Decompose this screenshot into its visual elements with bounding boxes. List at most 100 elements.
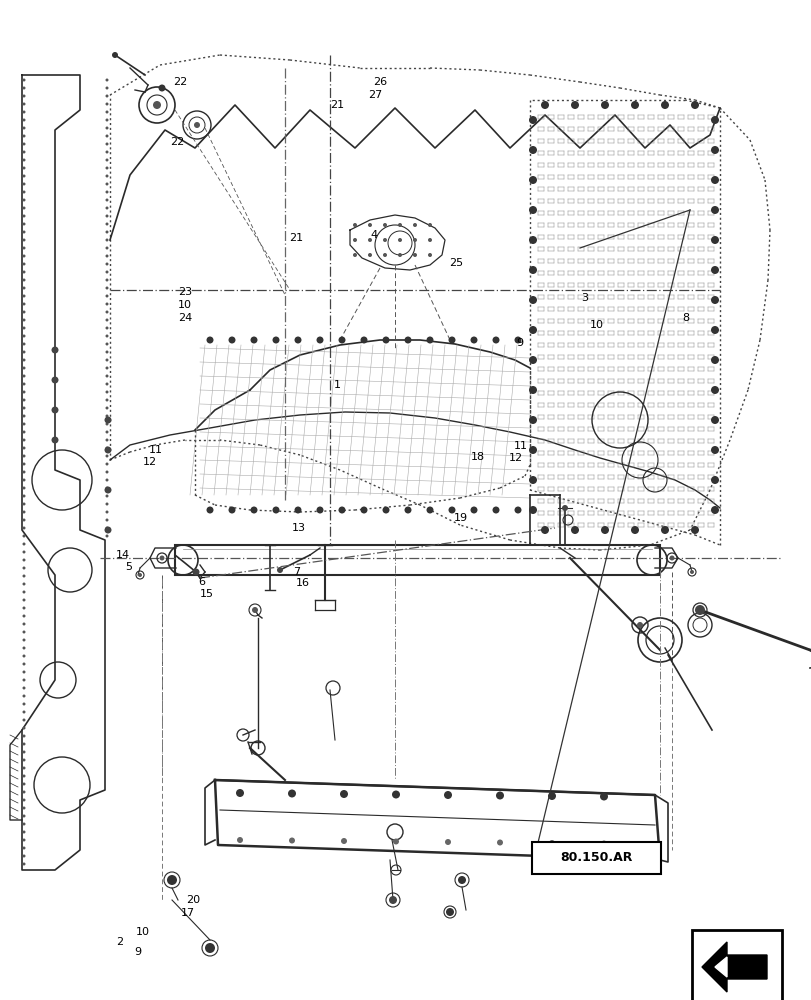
Circle shape bbox=[105, 310, 109, 314]
Circle shape bbox=[23, 702, 25, 706]
Circle shape bbox=[492, 336, 499, 344]
Circle shape bbox=[404, 336, 411, 344]
Circle shape bbox=[23, 542, 25, 546]
Text: 2: 2 bbox=[117, 937, 123, 947]
Circle shape bbox=[105, 438, 109, 442]
Circle shape bbox=[23, 215, 25, 218]
Circle shape bbox=[105, 119, 109, 122]
Text: 80.150.AR: 80.150.AR bbox=[560, 851, 633, 864]
Circle shape bbox=[272, 336, 279, 344]
Circle shape bbox=[23, 646, 25, 650]
Circle shape bbox=[710, 176, 718, 184]
Circle shape bbox=[23, 326, 25, 330]
Circle shape bbox=[660, 526, 668, 534]
Circle shape bbox=[23, 606, 25, 609]
Text: 9: 9 bbox=[516, 338, 522, 348]
Circle shape bbox=[23, 662, 25, 666]
Circle shape bbox=[528, 176, 536, 184]
Circle shape bbox=[23, 254, 25, 257]
Circle shape bbox=[23, 550, 25, 554]
Circle shape bbox=[636, 622, 642, 628]
Circle shape bbox=[23, 175, 25, 178]
Text: 13: 13 bbox=[291, 523, 306, 533]
Circle shape bbox=[630, 526, 638, 534]
Circle shape bbox=[105, 479, 109, 482]
Circle shape bbox=[167, 875, 177, 885]
Circle shape bbox=[367, 238, 371, 242]
Circle shape bbox=[382, 336, 389, 344]
Circle shape bbox=[23, 366, 25, 369]
Circle shape bbox=[105, 95, 109, 98]
Circle shape bbox=[105, 159, 109, 162]
FancyBboxPatch shape bbox=[532, 842, 660, 874]
Circle shape bbox=[23, 438, 25, 442]
Circle shape bbox=[23, 79, 25, 82]
Circle shape bbox=[514, 506, 521, 514]
Circle shape bbox=[492, 506, 499, 514]
Circle shape bbox=[23, 231, 25, 234]
Text: 10: 10 bbox=[178, 300, 192, 310]
Circle shape bbox=[23, 95, 25, 98]
Text: 11: 11 bbox=[148, 445, 163, 455]
Circle shape bbox=[23, 278, 25, 282]
Text: 7: 7 bbox=[293, 567, 299, 577]
Circle shape bbox=[250, 506, 257, 514]
Circle shape bbox=[570, 526, 578, 534]
Circle shape bbox=[105, 215, 109, 218]
Circle shape bbox=[105, 366, 109, 369]
Circle shape bbox=[251, 607, 258, 613]
Circle shape bbox=[470, 336, 477, 344]
Circle shape bbox=[23, 294, 25, 298]
Circle shape bbox=[51, 376, 58, 383]
Text: 5: 5 bbox=[125, 562, 131, 572]
Circle shape bbox=[528, 476, 536, 484]
Circle shape bbox=[105, 199, 109, 202]
Circle shape bbox=[105, 382, 109, 385]
Circle shape bbox=[710, 446, 718, 454]
Circle shape bbox=[23, 494, 25, 497]
Circle shape bbox=[105, 487, 111, 493]
Circle shape bbox=[105, 254, 109, 257]
Circle shape bbox=[690, 101, 698, 109]
Circle shape bbox=[105, 422, 109, 426]
Circle shape bbox=[105, 462, 109, 466]
Circle shape bbox=[105, 518, 109, 522]
Circle shape bbox=[426, 506, 433, 514]
Circle shape bbox=[528, 386, 536, 394]
Circle shape bbox=[413, 238, 417, 242]
Circle shape bbox=[445, 908, 453, 916]
Circle shape bbox=[23, 398, 25, 401]
Circle shape bbox=[710, 386, 718, 394]
Circle shape bbox=[294, 506, 301, 514]
Circle shape bbox=[23, 286, 25, 290]
Circle shape bbox=[23, 830, 25, 833]
Circle shape bbox=[23, 479, 25, 482]
Circle shape bbox=[710, 236, 718, 244]
Circle shape bbox=[105, 487, 109, 489]
Text: 12: 12 bbox=[143, 457, 157, 467]
Circle shape bbox=[23, 406, 25, 410]
Circle shape bbox=[353, 223, 357, 227]
Circle shape bbox=[383, 253, 387, 257]
Circle shape bbox=[496, 791, 504, 799]
Circle shape bbox=[360, 336, 367, 344]
Circle shape bbox=[413, 223, 417, 227]
Text: 3: 3 bbox=[581, 293, 587, 303]
Circle shape bbox=[388, 896, 397, 904]
Circle shape bbox=[236, 789, 243, 797]
Circle shape bbox=[51, 436, 58, 444]
Circle shape bbox=[105, 262, 109, 265]
Text: 22: 22 bbox=[169, 137, 184, 147]
Circle shape bbox=[105, 231, 109, 234]
Circle shape bbox=[393, 838, 398, 844]
Circle shape bbox=[194, 122, 200, 128]
Circle shape bbox=[105, 111, 109, 114]
Circle shape bbox=[23, 718, 25, 721]
Circle shape bbox=[23, 191, 25, 194]
Circle shape bbox=[23, 270, 25, 273]
Circle shape bbox=[528, 296, 536, 304]
Text: 10: 10 bbox=[589, 320, 603, 330]
Circle shape bbox=[23, 183, 25, 186]
Circle shape bbox=[23, 223, 25, 226]
Circle shape bbox=[105, 526, 109, 530]
